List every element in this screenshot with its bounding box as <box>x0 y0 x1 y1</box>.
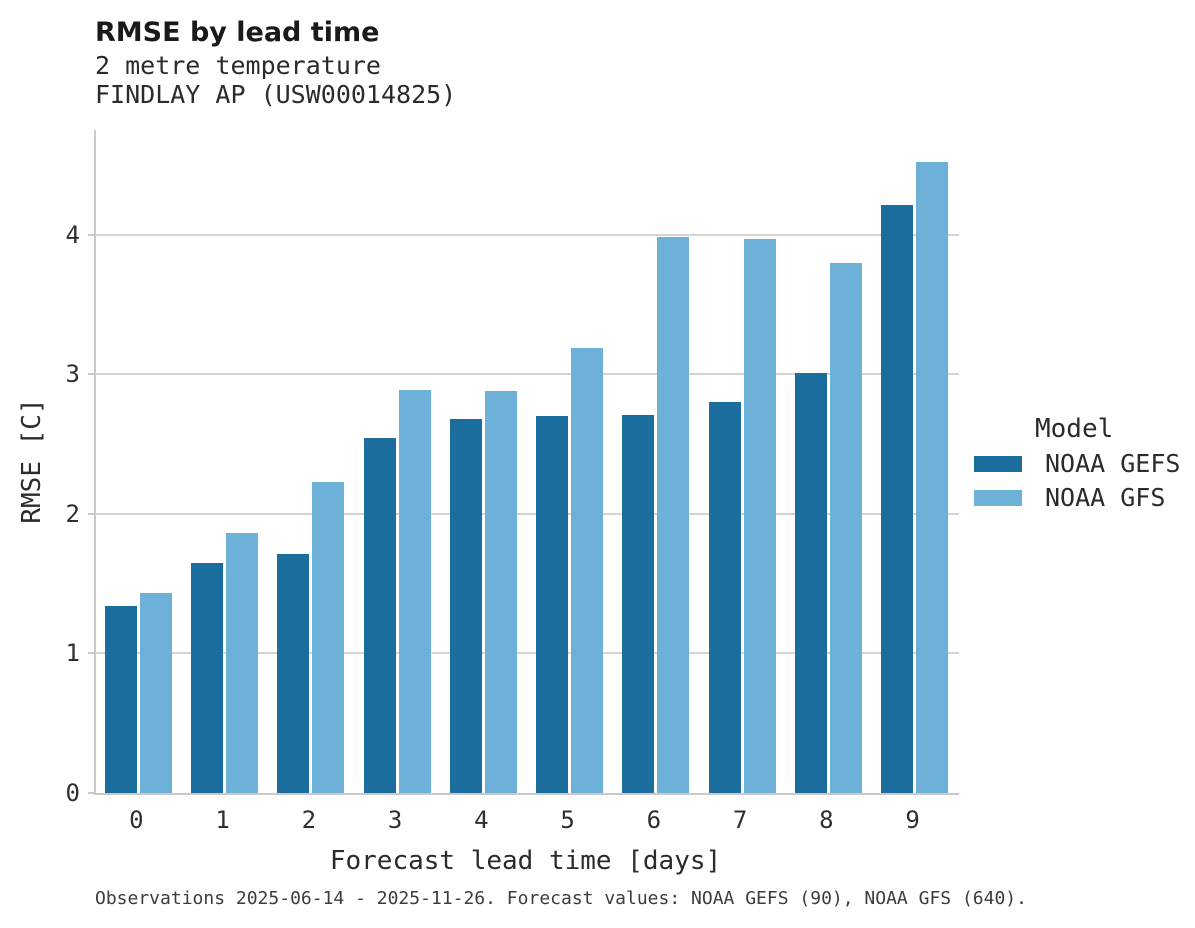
gridline-y-4 <box>96 233 959 236</box>
bar-noaa-gfs-lead-9 <box>916 162 949 793</box>
x-tick-label-5: 5 <box>560 806 575 834</box>
bar-noaa-gfs-lead-7 <box>743 238 776 793</box>
bar-noaa-gefs-lead-5 <box>536 416 569 793</box>
bar-noaa-gfs-lead-5 <box>571 347 604 793</box>
x-tick-label-4: 4 <box>474 806 489 834</box>
y-tick-label-1: 1 <box>65 639 80 668</box>
legend-swatch-noaa-gfs <box>974 490 1022 506</box>
bar-noaa-gfs-lead-8 <box>829 262 862 793</box>
bar-noaa-gefs-lead-4 <box>449 418 482 793</box>
x-axis-title: Forecast lead time [days] <box>329 846 722 876</box>
gridline-y-2 <box>96 512 959 515</box>
legend-label-noaa-gefs: NOAA GEFS <box>1045 449 1181 478</box>
y-tick-label-3: 3 <box>65 360 80 389</box>
y-tick-label-0: 0 <box>65 779 80 807</box>
bar-noaa-gefs-lead-7 <box>708 402 741 793</box>
bar-noaa-gefs-lead-2 <box>277 554 310 793</box>
bar-noaa-gefs-lead-1 <box>191 562 224 793</box>
bar-noaa-gfs-lead-2 <box>312 481 345 793</box>
x-tick-label-1: 1 <box>215 806 230 834</box>
bar-noaa-gefs-lead-8 <box>794 372 827 793</box>
x-tick-label-9: 9 <box>905 806 920 834</box>
x-tick-label-0: 0 <box>129 806 144 834</box>
chart-subtitle-station: FINDLAY AP (USW00014825) <box>95 80 457 109</box>
gridline-y-3 <box>96 373 959 376</box>
bar-noaa-gefs-lead-0 <box>104 605 137 793</box>
chart-subtitle-variable: 2 metre temperature <box>95 51 381 80</box>
footer-caption: Observations 2025-06-14 - 2025-11-26. Fo… <box>95 888 1027 909</box>
bar-noaa-gfs-lead-1 <box>226 533 259 793</box>
x-tick-label-2: 2 <box>301 806 317 834</box>
y-tick-mark-4 <box>88 233 94 236</box>
y-tick-label-4: 4 <box>65 220 80 249</box>
bar-noaa-gefs-lead-3 <box>363 438 396 793</box>
legend-label-noaa-gfs: NOAA GFS <box>1045 483 1166 512</box>
legend-swatch-noaa-gefs <box>974 456 1022 472</box>
gridline-y-1 <box>96 652 959 655</box>
bar-noaa-gefs-lead-9 <box>881 205 914 793</box>
bar-noaa-gefs-lead-6 <box>622 414 655 793</box>
y-tick-label-2: 2 <box>65 499 80 528</box>
bar-noaa-gfs-lead-0 <box>139 593 172 793</box>
plot-area <box>94 130 959 795</box>
chart-title: RMSE by lead time <box>95 17 380 48</box>
y-tick-mark-0 <box>88 792 94 794</box>
y-tick-mark-2 <box>88 512 94 515</box>
x-tick-label-7: 7 <box>732 806 748 834</box>
x-tick-label-8: 8 <box>819 806 834 834</box>
x-tick-label-3: 3 <box>387 806 403 834</box>
x-tick-label-6: 6 <box>646 806 662 834</box>
bar-noaa-gfs-lead-6 <box>657 237 690 793</box>
bar-noaa-gfs-lead-3 <box>398 389 431 793</box>
bar-noaa-gfs-lead-4 <box>484 391 517 793</box>
y-tick-mark-3 <box>88 373 94 376</box>
y-tick-mark-1 <box>88 652 94 655</box>
legend-title: Model <box>1035 414 1114 444</box>
